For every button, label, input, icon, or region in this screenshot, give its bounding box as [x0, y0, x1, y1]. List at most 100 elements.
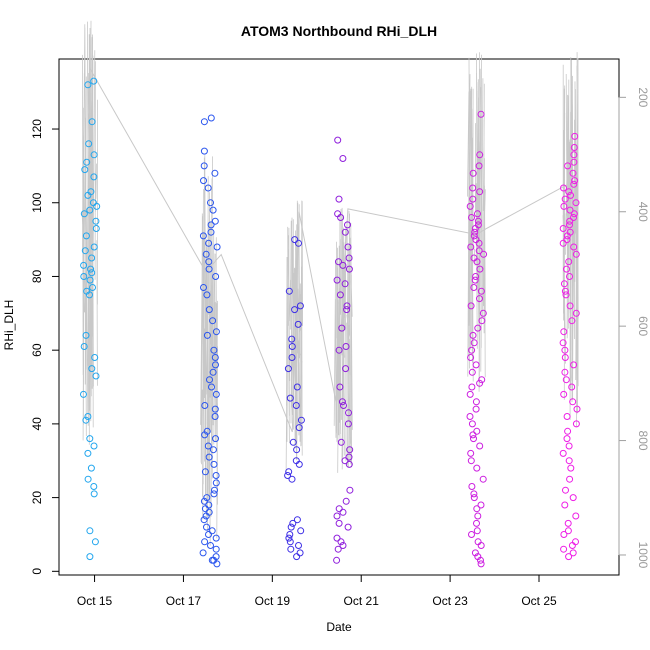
data-point: [209, 206, 217, 214]
data-point: [199, 549, 207, 557]
data-point: [476, 265, 484, 273]
data-point: [86, 553, 94, 561]
data-point: [342, 497, 350, 505]
data-point: [470, 435, 477, 443]
data-point: [212, 553, 220, 561]
data-point: [570, 361, 578, 369]
data-point: [335, 519, 343, 527]
data-point: [89, 284, 96, 291]
data-point: [90, 77, 98, 85]
data-point: [212, 472, 220, 479]
data-point: [203, 523, 210, 531]
data-point: [207, 542, 214, 549]
data-point: [284, 472, 292, 479]
y-tick-label: 20: [30, 491, 44, 505]
data-point: [346, 486, 354, 494]
x-tick-label: Oct 15: [77, 594, 113, 608]
data-point: [295, 460, 303, 468]
data-point: [285, 287, 293, 295]
data-point: [569, 494, 577, 502]
data-point: [92, 225, 100, 232]
data-point: [213, 560, 221, 568]
data-point: [346, 446, 354, 454]
data-point: [336, 383, 344, 391]
data-point: [333, 556, 341, 564]
data-point: [92, 372, 100, 380]
data-point: [286, 394, 294, 402]
data-point: [562, 486, 569, 494]
y-tick-label: 0: [30, 568, 44, 575]
data-point: [200, 147, 208, 155]
data-point: [285, 468, 293, 476]
data-point: [205, 265, 213, 273]
data-point: [477, 542, 485, 549]
data-point: [559, 225, 567, 232]
data-point: [345, 265, 353, 273]
data-point: [291, 236, 299, 244]
data-point: [570, 151, 578, 159]
data-point: [468, 531, 475, 538]
data-point: [469, 431, 477, 439]
data-point: [208, 383, 215, 391]
data-point: [204, 184, 212, 192]
data-point: [83, 158, 91, 166]
data-point: [288, 343, 296, 350]
data-point: [468, 420, 476, 428]
data-point: [205, 306, 213, 314]
data-point: [85, 140, 93, 148]
x-tick-label: Oct 23: [432, 594, 468, 608]
data-point: [476, 151, 484, 159]
y-tick-label: 40: [30, 417, 44, 431]
data-point: [476, 188, 484, 196]
data-point: [211, 405, 219, 413]
data-point: [200, 497, 208, 505]
data-point: [286, 538, 294, 546]
data-point: [572, 250, 580, 258]
data-point: [344, 243, 352, 251]
data-point: [82, 416, 90, 424]
axes: Oct 15 Oct 17 Oct 19 Oct 21 Oct 23 Oct 25 0 20 4…: [30, 87, 650, 608]
data-point: [86, 291, 93, 299]
data-point: [339, 542, 347, 549]
data-point: [289, 438, 297, 446]
data-point: [297, 416, 305, 424]
data-point: [80, 390, 87, 398]
data-point: [477, 560, 485, 568]
data-point: [345, 460, 353, 468]
data-point: [335, 346, 343, 354]
data-point: [288, 475, 296, 483]
data-point: [566, 302, 574, 310]
data-point: [345, 453, 353, 461]
data-point: [559, 339, 567, 347]
data-point: [466, 202, 474, 210]
data-point: [566, 475, 574, 483]
data-point: [205, 453, 213, 461]
y2-tick-label: 400: [636, 202, 650, 222]
data-point: [467, 354, 475, 361]
data-point: [208, 527, 216, 535]
data-point: [471, 228, 479, 236]
data-point: [88, 254, 96, 262]
data-point: [91, 538, 99, 546]
data-point: [473, 464, 481, 472]
data-point: [333, 512, 341, 520]
data-point: [570, 243, 578, 251]
data-point: [473, 505, 481, 513]
data-point: [475, 247, 483, 255]
data-point: [469, 169, 477, 177]
data-point: [287, 523, 295, 531]
data-point: [473, 258, 481, 266]
data-point: [342, 343, 350, 350]
data-point: [472, 361, 480, 369]
data-point: [207, 221, 215, 229]
y2-tick-label: 1000: [636, 542, 650, 569]
data-point: [339, 508, 347, 516]
data-point: [568, 542, 576, 549]
data-point: [474, 217, 482, 225]
data-point: [291, 306, 299, 314]
data-point: [82, 331, 90, 339]
data-point: [288, 335, 296, 343]
right-axis-spike-3: [333, 207, 353, 473]
data-point: [560, 328, 568, 336]
data-point: [295, 424, 303, 432]
